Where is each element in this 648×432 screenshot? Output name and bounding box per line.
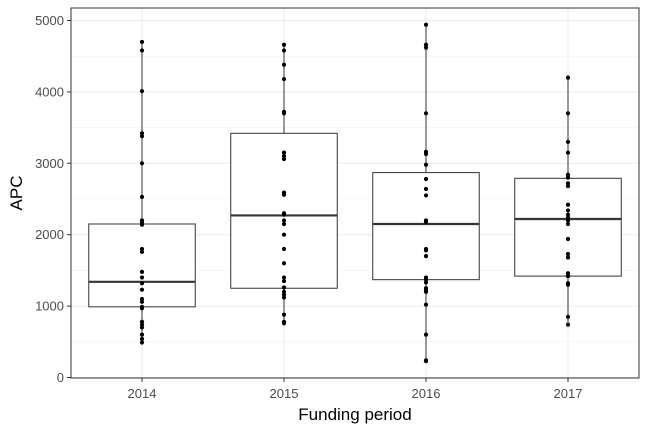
point-2014	[139, 222, 145, 227]
data-points	[139, 22, 571, 364]
y-tick-label: 0	[57, 370, 64, 385]
point-2017	[565, 282, 571, 287]
point-2016	[423, 358, 429, 364]
point-2016	[423, 219, 429, 224]
point-2015	[281, 279, 287, 284]
point-2016	[423, 280, 429, 285]
point-2017	[565, 139, 571, 144]
point-2015	[281, 48, 287, 53]
point-2014	[139, 332, 145, 337]
point-2015	[281, 156, 287, 162]
point-2015	[281, 285, 287, 290]
point-2017	[565, 75, 571, 80]
box-2014	[88, 223, 196, 308]
point-2015	[281, 261, 287, 266]
x-tick-label: 2017	[554, 386, 583, 401]
point-2014	[139, 269, 145, 274]
point-2014	[139, 48, 145, 53]
y-tick-label: 5000	[35, 13, 64, 28]
point-2015	[281, 321, 287, 326]
point-2015	[281, 111, 287, 116]
point-2015	[281, 312, 287, 317]
x-axis: 2014 2015 2016 2017	[128, 378, 583, 401]
point-2015	[281, 192, 287, 197]
point-2014	[139, 194, 145, 199]
box-2017	[514, 177, 622, 277]
point-2017	[565, 251, 571, 257]
point-2016	[423, 45, 429, 50]
point-2017	[565, 221, 571, 227]
point-2014	[139, 249, 145, 254]
point-2015	[281, 232, 287, 237]
point-2017	[565, 184, 571, 189]
point-2017	[565, 202, 571, 207]
point-2014	[139, 134, 145, 139]
point-2014	[139, 336, 145, 342]
point-2015	[281, 246, 287, 252]
point-2017	[565, 175, 571, 180]
y-tick-label: 2000	[35, 227, 64, 242]
point-2014	[139, 306, 145, 311]
point-2016	[423, 22, 429, 27]
point-2016	[423, 332, 429, 337]
point-2016	[423, 111, 429, 116]
point-2017	[565, 314, 571, 319]
point-2016	[423, 254, 429, 259]
point-2017	[565, 274, 571, 279]
point-2015	[281, 42, 287, 47]
point-2015	[281, 218, 287, 223]
y-axis-title: APC	[7, 176, 26, 211]
point-2016	[423, 193, 429, 198]
point-2015	[281, 62, 287, 67]
point-2014	[139, 325, 145, 330]
point-2017	[565, 150, 571, 155]
point-2015	[281, 295, 287, 300]
point-2017	[565, 322, 571, 327]
point-2014	[139, 287, 145, 292]
y-tick-label: 1000	[35, 299, 64, 314]
point-2017	[565, 236, 571, 242]
boxes	[88, 24, 622, 362]
point-2014	[139, 275, 145, 280]
point-2014	[139, 161, 145, 166]
point-2014	[139, 89, 145, 94]
point-2014	[139, 299, 145, 304]
point-2015	[281, 221, 287, 227]
y-axis: 0 1000 2000 3000 4000 5000	[35, 13, 71, 385]
x-axis-title: Funding period	[298, 405, 411, 424]
point-2016	[423, 289, 429, 294]
point-2016	[423, 302, 429, 307]
point-2017	[565, 111, 571, 116]
point-2015	[281, 76, 287, 82]
point-2016	[423, 176, 429, 182]
point-2017	[565, 208, 571, 213]
point-2017	[565, 218, 571, 223]
point-2015	[281, 212, 287, 217]
point-2016	[423, 162, 429, 167]
y-tick-label: 4000	[35, 84, 64, 99]
point-2014	[139, 340, 145, 345]
point-2014	[139, 281, 145, 286]
x-tick-label: 2014	[128, 386, 157, 401]
point-2016	[423, 186, 429, 192]
point-2015	[281, 275, 287, 280]
point-2017	[565, 255, 571, 260]
point-2014	[139, 39, 145, 45]
x-tick-label: 2015	[270, 386, 299, 401]
point-2016	[423, 151, 429, 157]
point-2016	[423, 248, 429, 253]
x-tick-label: 2016	[412, 386, 441, 401]
point-2015	[281, 150, 287, 155]
y-tick-label: 3000	[35, 156, 64, 171]
panel-border	[70, 7, 640, 379]
